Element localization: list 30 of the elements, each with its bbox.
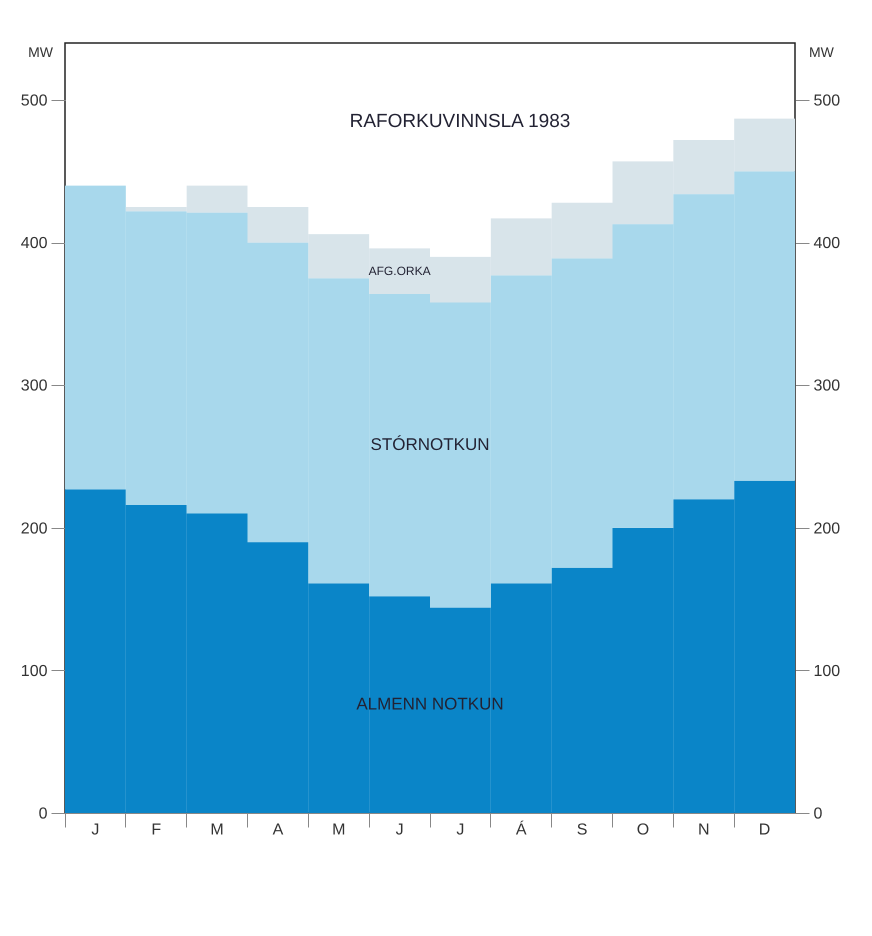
y2-tick-label: 100 [814, 662, 840, 680]
x-tick-label: F [151, 822, 162, 838]
y-tick-label: 400 [20, 235, 48, 252]
y2-tick-label: 300 [814, 378, 840, 395]
y-tick-label: 300 [20, 378, 48, 395]
series-label: AFG.ORKA [368, 264, 431, 278]
series-label: STÓRNOTKUN [370, 435, 490, 454]
x-tick-label: D [758, 822, 770, 838]
y2-tick-label: 0 [814, 806, 822, 822]
x-tick-label: A [272, 822, 284, 838]
y-axis-title: MW [28, 44, 54, 60]
x-tick-label: J [91, 822, 100, 838]
x-tick-label: J [456, 822, 464, 838]
x-tick-label: M [210, 822, 224, 838]
y-tick-label: 0 [38, 806, 48, 822]
x-tick-label: S [576, 822, 588, 838]
x-tick-label: M [332, 822, 346, 838]
x-tick-label: Á [516, 820, 527, 838]
x-tick-label: N [698, 822, 710, 838]
y2-tick-label: 400 [814, 235, 840, 252]
y-tick-label: 200 [20, 520, 48, 538]
y2-tick-label: 500 [814, 92, 840, 110]
x-tick-label: O [636, 822, 650, 838]
y-tick-label: 500 [20, 92, 48, 110]
text: RAFORKUVINNSLA 1983 [350, 111, 570, 132]
x-tick-label: J [396, 822, 404, 838]
y-tick-label: 100 [20, 662, 48, 680]
series-label: ALMENN NOTKUN [356, 694, 504, 714]
y2-axis-title: MW [809, 44, 835, 60]
y2-tick-label: 200 [814, 520, 840, 538]
